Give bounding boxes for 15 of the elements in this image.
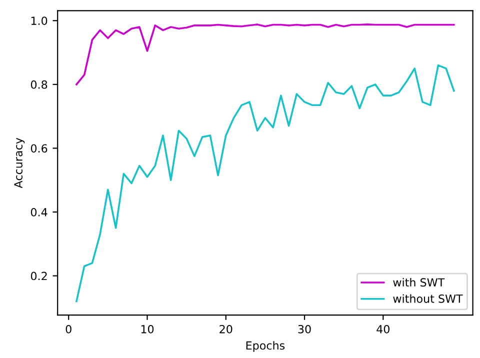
line-series (76, 24, 455, 86)
legend-label: with SWT (393, 278, 445, 287)
y-tick-label: 0.4 (30, 208, 48, 216)
y-axis-title: Accuracy (14, 138, 25, 188)
legend-label: without SWT (393, 294, 463, 303)
x-tick-label: 30 (298, 324, 311, 334)
x-axis-title: Epochs (246, 341, 285, 352)
y-tick-label: 0.2 (30, 272, 47, 280)
x-tick-label: 10 (141, 324, 154, 334)
y-tick-label: 0.8 (30, 80, 48, 89)
x-tick-label: 40 (376, 324, 390, 334)
x-tick-label: 20 (220, 324, 232, 334)
x-tick-label: 0 (66, 324, 72, 334)
y-tick-label: 1.0 (31, 16, 48, 26)
y-tick-label: 0.6 (30, 144, 48, 153)
